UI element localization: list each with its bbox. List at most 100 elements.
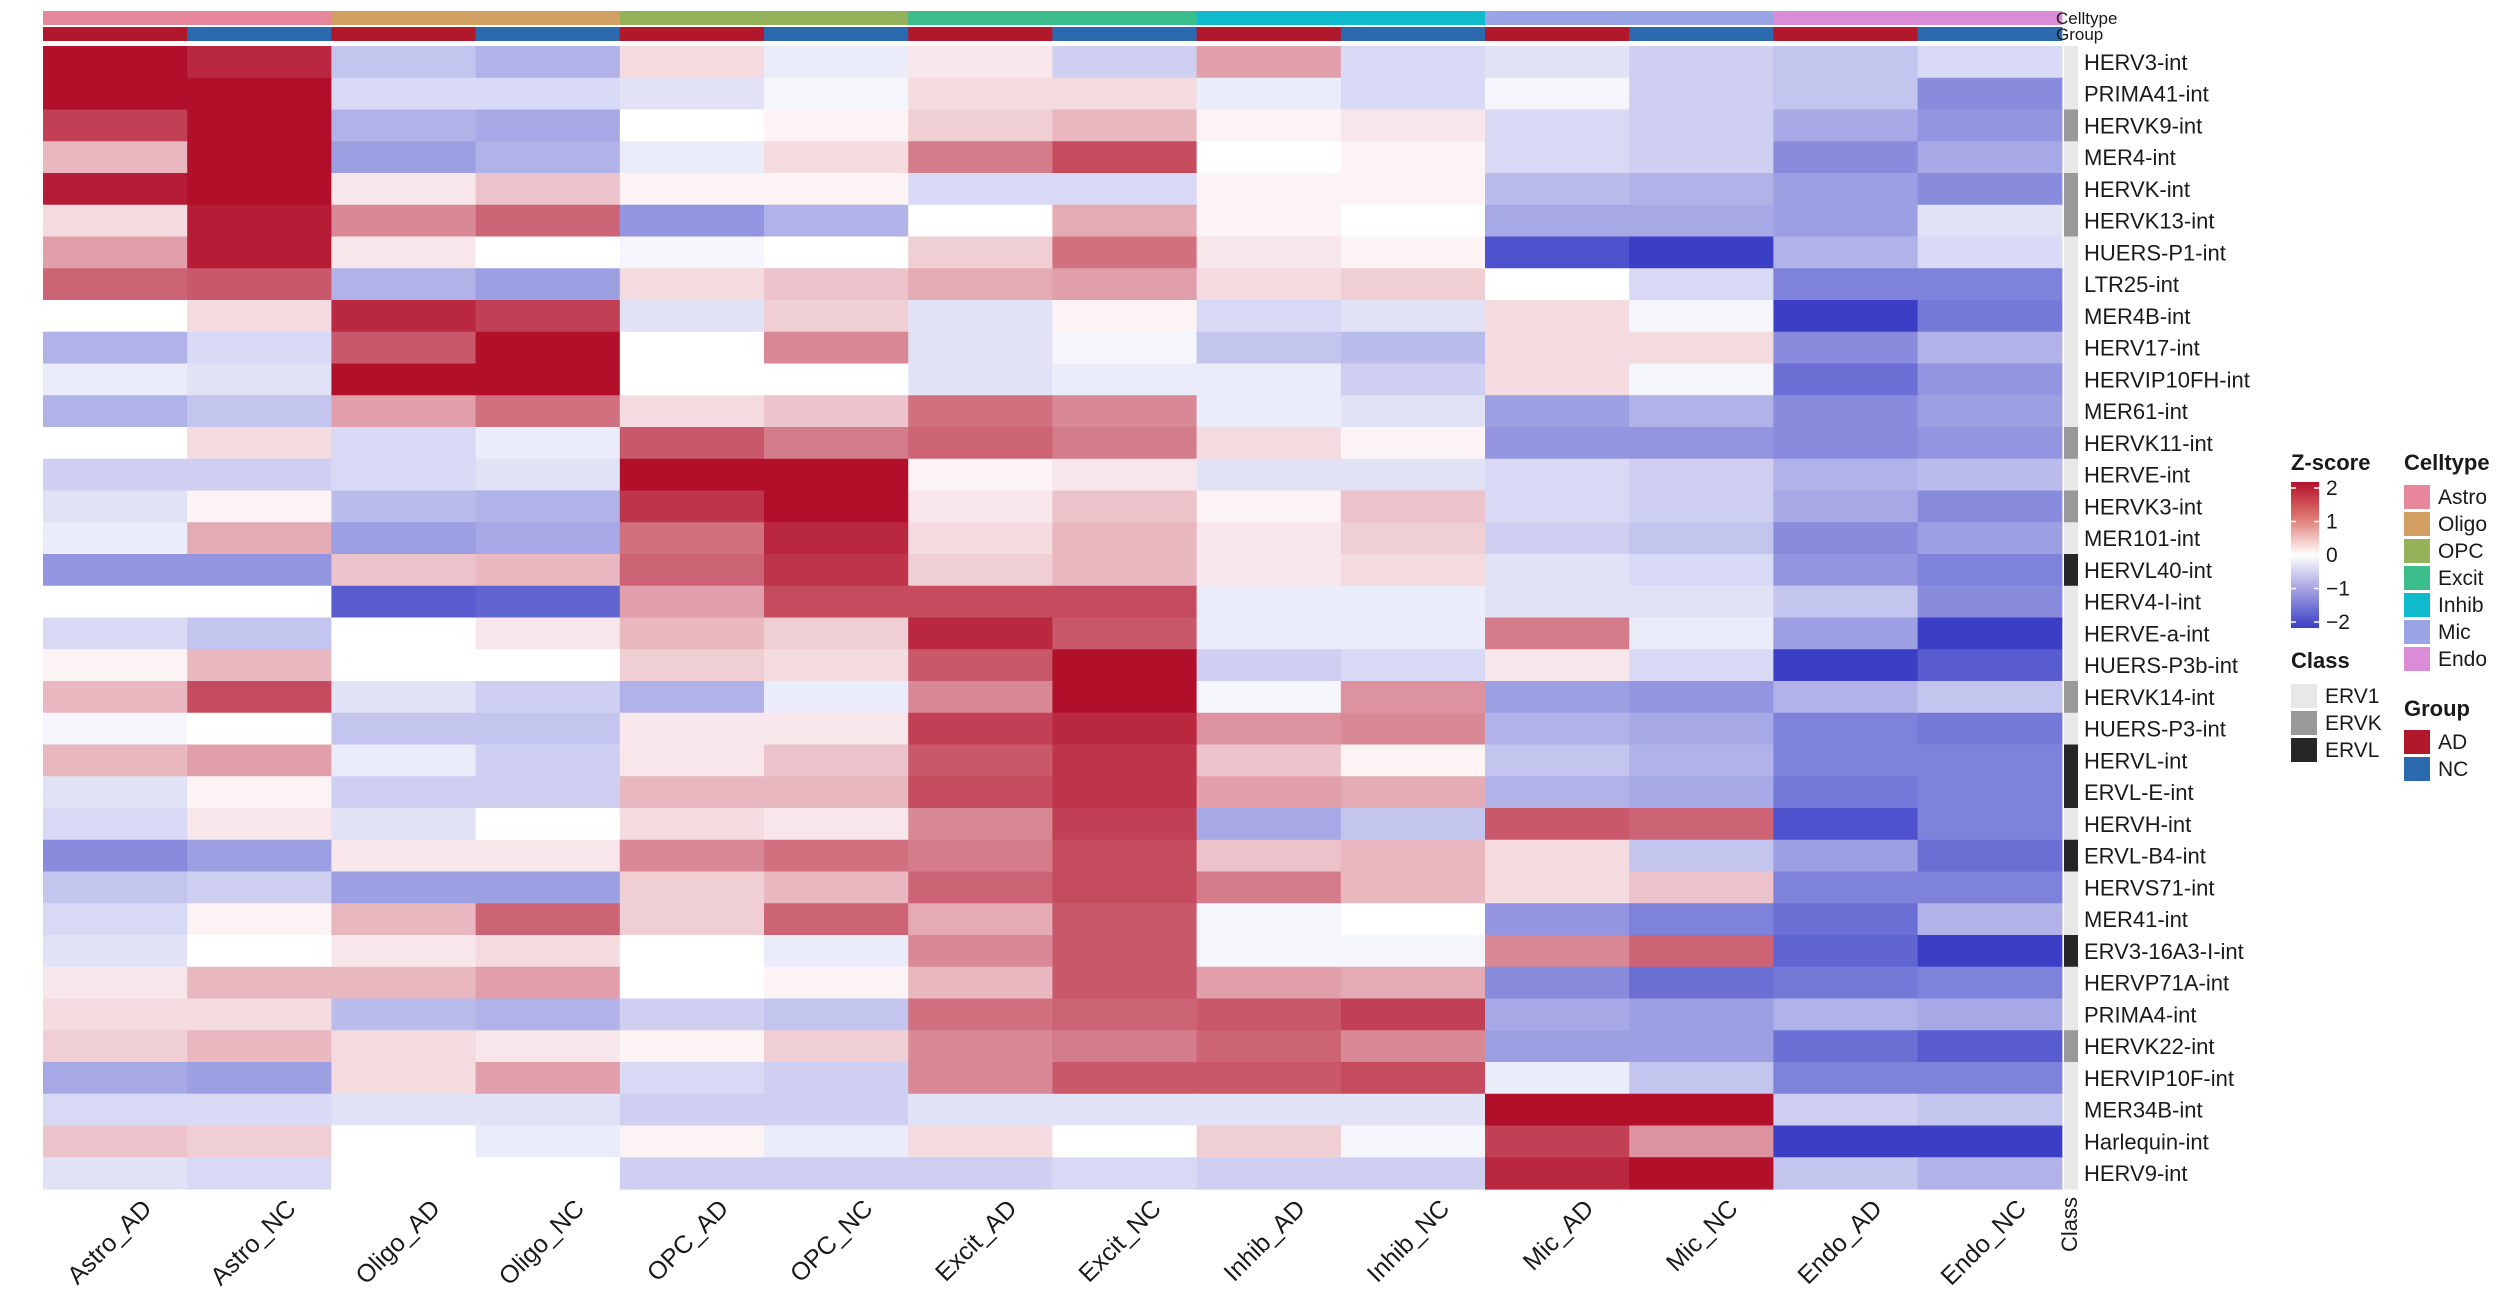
heatmap-cell [1485, 839, 1630, 873]
group-annotation-cell [1196, 27, 1342, 41]
heatmap-cell [1052, 331, 1198, 365]
heatmap-cell [1917, 331, 2063, 365]
heatmap-cell [43, 77, 188, 111]
group-annotation-cell [619, 27, 765, 41]
heatmap-cell [475, 141, 621, 174]
heatmap-cell [43, 236, 188, 269]
heatmap-cell [1485, 1030, 1630, 1063]
class-legend-swatch [2291, 711, 2317, 735]
heatmap-cell [1052, 712, 1198, 746]
heatmap-cell [187, 46, 332, 79]
heatmap-cell [619, 331, 765, 365]
row-label: MER41-int [2084, 907, 2188, 932]
heatmap-cell [475, 776, 621, 809]
heatmap-cell [187, 490, 332, 523]
heatmap-cell [1340, 46, 1486, 79]
column-label: Inhib_AD [1218, 1194, 1311, 1287]
celltype-legend-title: Celltype [2404, 450, 2490, 475]
heatmap-cell [1773, 1062, 1919, 1095]
heatmap-cell [475, 109, 621, 142]
class-annotation-cell [2064, 427, 2078, 460]
heatmap-cell [1773, 268, 1919, 301]
heatmap-cell [1773, 300, 1919, 333]
heatmap-cell [1917, 744, 2063, 777]
row-label: MER4-int [2084, 145, 2176, 170]
heatmap-cell [1773, 585, 1919, 619]
heatmap-cell [908, 427, 1053, 460]
celltype-annotation-cell [764, 11, 909, 25]
heatmap-cell [1196, 585, 1342, 619]
heatmap-cell [1340, 141, 1486, 174]
celltype-annotation-cell [1340, 11, 1486, 25]
heatmap-cell [1052, 173, 1198, 206]
heatmap-cell [1485, 46, 1630, 79]
heatmap-cell [43, 1030, 188, 1063]
heatmap-cell [1485, 808, 1630, 841]
group-legend-label: AD [2438, 731, 2467, 754]
heatmap-cell [1196, 808, 1342, 841]
heatmap-cell [1485, 173, 1630, 206]
celltype-legend-swatch [2404, 647, 2430, 671]
heatmap-cell [1917, 77, 2063, 111]
heatmap-cell [475, 1125, 621, 1158]
column-label: Astro_NC [205, 1194, 301, 1290]
heatmap-cell [1052, 1157, 1198, 1190]
celltype-legend-swatch [2404, 620, 2430, 644]
heatmap-cell [187, 236, 332, 269]
heatmap-cell [1917, 712, 2063, 746]
column-labels: Astro_AD Astro_NC Oligo_AD Oligo_NC OPC_AD OP… [62, 1194, 2032, 1290]
heatmap-cell [1340, 935, 1486, 968]
heatmap-cell [619, 490, 765, 523]
heatmap-cell [1340, 236, 1486, 269]
celltype-annotation-cell [1485, 11, 1630, 25]
heatmap-cell [908, 363, 1053, 396]
heatmap-cell [187, 966, 332, 1000]
celltype-legend-swatch [2404, 593, 2430, 617]
heatmap-cell [1629, 744, 1774, 777]
heatmap-cell [187, 808, 332, 841]
row-label: HERVE-int [2084, 463, 2190, 488]
heatmap-cell [764, 681, 909, 714]
heatmap-cell [1629, 46, 1774, 79]
heatmap-cell [187, 744, 332, 777]
heatmap-cell [1052, 268, 1198, 301]
heatmap-cell [331, 839, 477, 873]
heatmap-cell [475, 903, 621, 936]
heatmap-cell [475, 935, 621, 968]
row-label: MER4B-int [2084, 304, 2190, 329]
heatmap-cell [187, 427, 332, 460]
celltype-annotation-cell [43, 11, 188, 25]
heatmap-cell [908, 903, 1053, 936]
heatmap-cell [43, 554, 188, 587]
heatmap-cell [1773, 903, 1919, 936]
heatmap-cell [1340, 363, 1486, 396]
heatmap-cell [475, 681, 621, 714]
heatmap-cell [908, 46, 1053, 79]
heatmap-cell [1485, 966, 1630, 1000]
heatmap-cell [1052, 204, 1198, 238]
heatmap-cell [619, 617, 765, 650]
heatmap-cell [187, 839, 332, 873]
heatmap-cell [1773, 712, 1919, 746]
heatmap-cell [1485, 236, 1630, 269]
heatmap-cell [1629, 649, 1774, 682]
heatmap-cell [43, 331, 188, 365]
heatmap-cell [908, 1030, 1053, 1063]
heatmap-cell [764, 109, 909, 142]
heatmap-cell [1773, 554, 1919, 587]
heatmap-cell [619, 935, 765, 968]
heatmap-cell [619, 204, 765, 238]
heatmap-cell [1773, 363, 1919, 396]
heatmap-cell [908, 1062, 1053, 1095]
celltype-legend-swatch [2404, 566, 2430, 590]
heatmap-cell [1340, 776, 1486, 809]
class-annotation-cell [2064, 141, 2078, 174]
heatmap-cell [908, 173, 1053, 206]
heatmap-cell [1629, 109, 1774, 142]
heatmap-cell [331, 585, 477, 619]
heatmap-cell [1485, 490, 1630, 523]
heatmap-cell [475, 1157, 621, 1190]
heatmap-cell [331, 77, 477, 111]
row-label: HUERS-P3-int [2084, 717, 2226, 742]
